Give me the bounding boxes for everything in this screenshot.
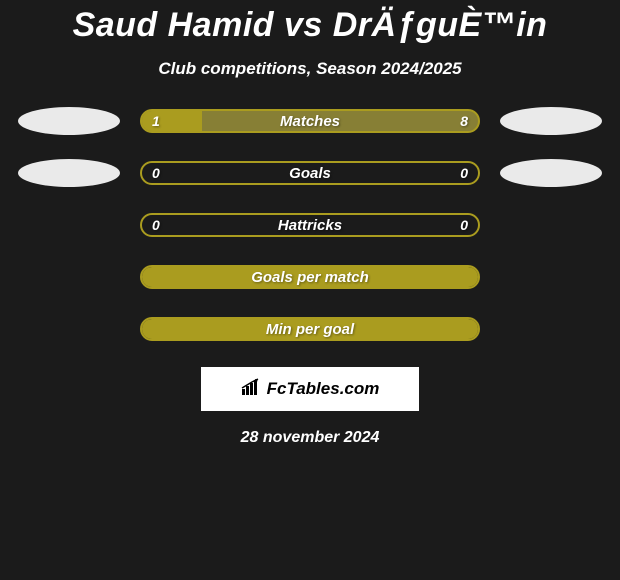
stat-bar: 00Hattricks [140,213,480,237]
brand-badge[interactable]: FcTables.com [201,367,419,411]
stat-row: Min per goal [0,315,620,343]
stat-label: Min per goal [142,319,478,339]
brand-text: FcTables.com [267,379,380,399]
stat-bar: 00Goals [140,161,480,185]
stat-rows: 18Matches 00Goals 00Hattricks Goals per mat… [0,107,620,343]
subtitle: Club competitions, Season 2024/2025 [0,59,620,79]
stat-label: Goals per match [142,267,478,287]
stat-bar: Goals per match [140,265,480,289]
player-avatar-left [18,107,120,135]
stat-row: 18Matches [0,107,620,135]
stat-row: 00Hattricks [0,211,620,239]
stat-bar: Min per goal [140,317,480,341]
player-avatar-right [500,107,602,135]
stat-row: Goals per match [0,263,620,291]
chart-icon [241,378,263,401]
player-avatar-left [18,159,120,187]
player-avatar-right [500,159,602,187]
comparison-widget: Saud Hamid vs DrÄƒguÈ™in Club competitio… [0,0,620,447]
page-title: Saud Hamid vs DrÄƒguÈ™in [0,6,620,45]
stat-row: 00Goals [0,159,620,187]
stat-label: Hattricks [142,215,478,235]
stat-bar: 18Matches [140,109,480,133]
stat-label: Goals [142,163,478,183]
stat-label: Matches [142,111,478,131]
date-line: 28 november 2024 [0,429,620,447]
